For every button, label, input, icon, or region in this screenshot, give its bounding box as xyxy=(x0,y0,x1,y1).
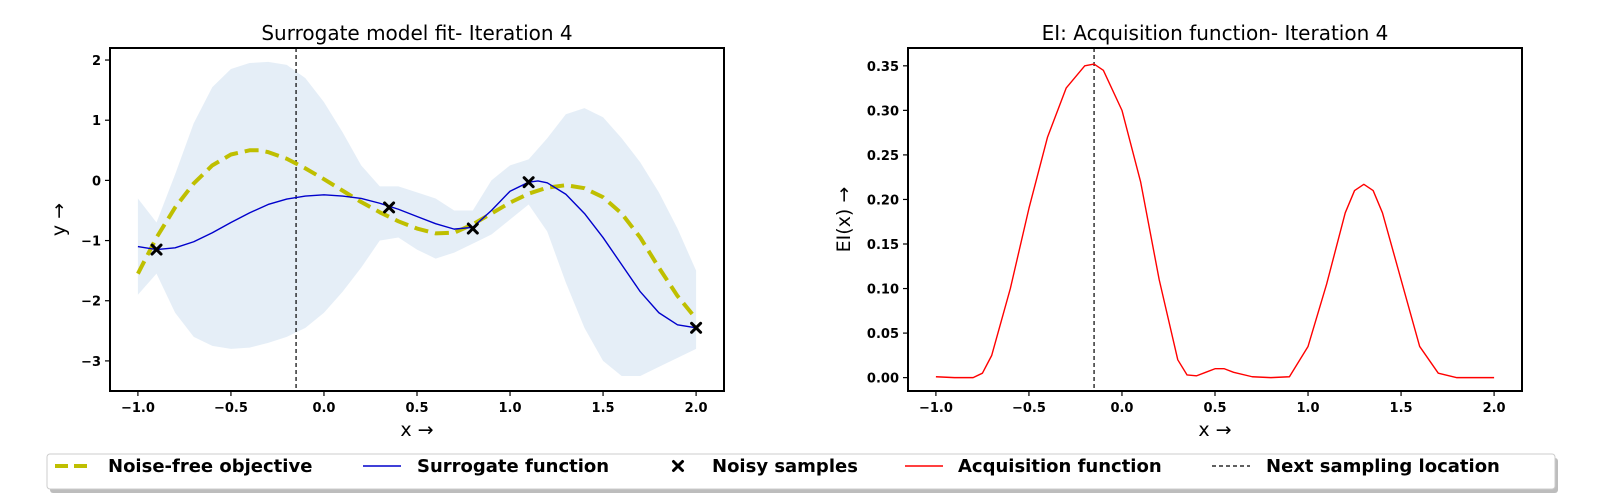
y-tick-label: 0.10 xyxy=(867,283,899,298)
plot-frame-right xyxy=(907,47,1523,392)
x-tick-label: 2.0 xyxy=(685,401,708,416)
ticks-layer-left: −1.0 −0.5 0.0 0.5 1.0 1.5 2.0 2 1 0 −1 −2 −3 xyxy=(81,54,708,416)
x-tick-label: 1.0 xyxy=(499,401,522,416)
noisy-sample-marker xyxy=(150,243,163,256)
y-tick-label: 0.20 xyxy=(867,193,899,208)
y-tick-label: 0 xyxy=(92,174,101,189)
y-tick-label: 0.05 xyxy=(867,327,899,342)
x-tick-label: 0.5 xyxy=(405,401,428,416)
y-tick-label: 0.15 xyxy=(867,238,899,253)
y-tick-label: −1 xyxy=(81,235,101,250)
y-axis-label-right: EI(x) → xyxy=(833,187,855,253)
x-tick-label: 0.5 xyxy=(1203,401,1226,416)
legend-item: Surrogate function xyxy=(363,456,609,477)
confidence-band xyxy=(137,61,697,376)
confidence-band-layer xyxy=(137,61,697,376)
legend-label: Noisy samples xyxy=(712,456,858,477)
series-layer-right xyxy=(935,48,1495,391)
legend-label: Surrogate function xyxy=(417,456,609,477)
plot-title-left: Surrogate model fit- Iteration 4 xyxy=(261,21,572,45)
surrogate-plot: −1.0 −0.5 0.0 0.5 1.0 1.5 2.0 2 1 0 −1 −2 −3 Surroga… xyxy=(48,21,725,441)
legend-label: Noise-free objective xyxy=(108,456,312,477)
x-tick-label: 1.5 xyxy=(592,401,615,416)
legend-item: Noise-free objective xyxy=(55,456,312,477)
plot-title-right: EI: Acquisition function- Iteration 4 xyxy=(1042,21,1389,45)
x-tick-label: −0.5 xyxy=(214,401,248,416)
noisy-sample-marker xyxy=(383,201,396,214)
noisy-sample-marker xyxy=(690,321,703,334)
acquisition-line xyxy=(935,63,1495,379)
objective-line xyxy=(136,148,698,321)
x-tick-label: 0.0 xyxy=(1110,401,1133,416)
series-layer-left xyxy=(136,48,703,391)
x-tick-label: 0.0 xyxy=(312,401,335,416)
noisy-sample-marker xyxy=(466,222,479,235)
y-tick-label: 2 xyxy=(92,54,101,69)
noisy-sample-marker xyxy=(522,176,535,189)
x-tick-label: −1.0 xyxy=(121,401,155,416)
x-tick-label: 1.5 xyxy=(1390,401,1413,416)
ticks-layer-right: −1.0 −0.5 0.0 0.5 1.0 1.5 2.0 0.00 0.05 0.10 0.15 0… xyxy=(867,60,1506,416)
legend-label: Acquisition function xyxy=(958,456,1162,477)
y-tick-label: 1 xyxy=(92,114,101,129)
legend-items: Noise-free objective Surrogate function No… xyxy=(55,456,1500,477)
legend-label: Next sampling location xyxy=(1266,456,1500,477)
x-tick-label: 1.0 xyxy=(1297,401,1320,416)
x-tick-label: 2.0 xyxy=(1483,401,1506,416)
legend-item: Noisy samples xyxy=(672,456,858,477)
acquisition-plot: −1.0 −0.5 0.0 0.5 1.0 1.5 2.0 0.00 0.05 0.10 0.15 0… xyxy=(833,21,1523,441)
legend: Noise-free objective Surrogate function No… xyxy=(46,453,1558,493)
x-tick-label: −0.5 xyxy=(1012,401,1046,416)
y-tick-label: 0.25 xyxy=(867,149,899,164)
y-axis-label-left: y → xyxy=(48,203,70,236)
y-tick-label: 0.30 xyxy=(867,104,899,119)
y-tick-label: 0.00 xyxy=(867,372,899,387)
x-axis-label-left: x → xyxy=(400,419,433,441)
legend-box xyxy=(46,453,1556,490)
legend-swatch-marker xyxy=(672,460,684,472)
surrogate-line xyxy=(137,180,697,329)
x-tick-label: −1.0 xyxy=(919,401,953,416)
y-tick-label: 0.35 xyxy=(867,60,899,75)
y-tick-label: −2 xyxy=(81,295,101,310)
legend-item: Next sampling location xyxy=(1212,456,1500,477)
legend-item: Acquisition function xyxy=(905,456,1162,477)
y-tick-label: −3 xyxy=(81,355,101,370)
plot-frame-left xyxy=(109,47,725,392)
x-axis-label-right: x → xyxy=(1198,419,1231,441)
